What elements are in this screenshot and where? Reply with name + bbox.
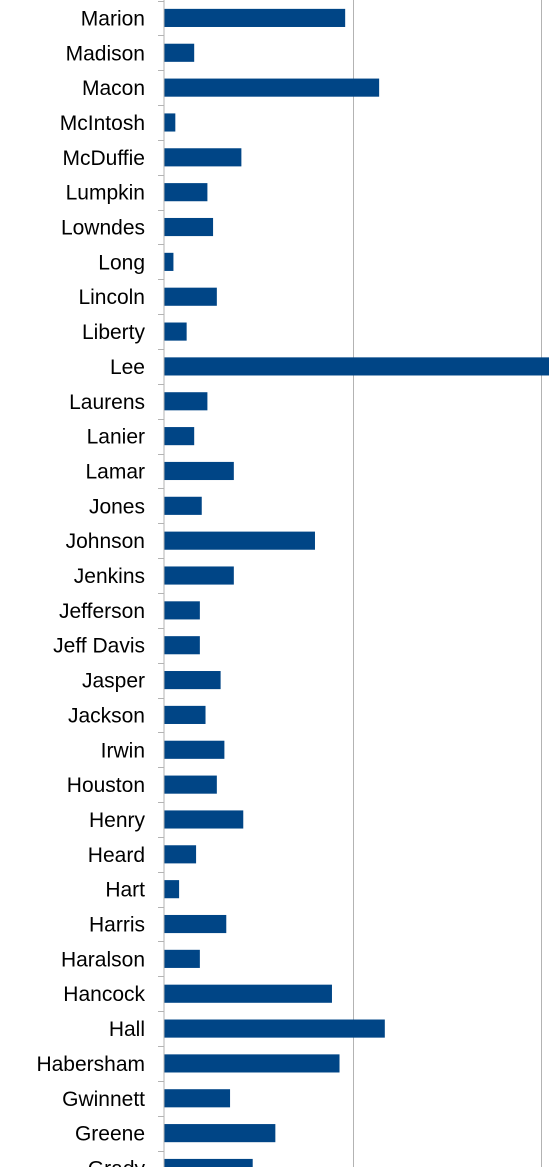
bar-lumpkin — [164, 183, 208, 202]
category-label: Jenkins — [74, 565, 145, 588]
category-label: Lumpkin — [66, 182, 145, 205]
bar-macon — [164, 78, 380, 97]
category-label: Johnson — [66, 530, 145, 553]
bar-habersham — [164, 1054, 340, 1073]
bar-mcintosh — [164, 113, 176, 132]
bar-jackson — [164, 705, 206, 724]
category-label: Hancock — [63, 983, 145, 1006]
category-label: Habersham — [36, 1053, 145, 1076]
category-label: Lowndes — [61, 217, 145, 240]
bar-greene — [164, 1124, 276, 1143]
category-label: McIntosh — [60, 112, 145, 135]
bar-long — [164, 252, 174, 271]
bar-hart — [164, 880, 180, 899]
category-label: Jones — [89, 495, 145, 518]
bar-madison — [164, 43, 195, 62]
bar-houston — [164, 775, 217, 794]
bar-lamar — [164, 461, 234, 481]
bar-jones — [164, 496, 202, 515]
bar-irwin — [164, 740, 225, 759]
category-label: Heard — [88, 844, 145, 867]
bar-johnson — [164, 531, 315, 550]
bar-jeff-davis — [164, 636, 200, 655]
category-label: Lee — [110, 356, 145, 379]
bar-hall — [164, 1019, 385, 1038]
gridlines — [353, 0, 542, 1167]
bar-grady — [164, 1158, 253, 1167]
category-label: Long — [98, 251, 145, 274]
bar-lanier — [164, 427, 195, 446]
category-labels: Marion Madison Macon McIntosh McDuffie Lumpki… — [36, 7, 145, 1167]
category-label: Jefferson — [59, 600, 145, 623]
bar-heard — [164, 845, 197, 864]
category-label: Madison — [66, 42, 145, 65]
category-label: Grady — [88, 1157, 146, 1167]
category-label: Laurens — [69, 391, 145, 414]
bar-haralson — [164, 949, 200, 968]
bar-harris — [164, 914, 227, 934]
category-label: Irwin — [101, 739, 145, 762]
bar-jasper — [164, 671, 221, 690]
bar-lowndes — [164, 217, 214, 237]
category-label: Jeff Davis — [53, 635, 145, 658]
category-label: Hart — [105, 879, 145, 902]
y-axis-ticks — [158, 1, 164, 1152]
bar-henry — [164, 810, 244, 829]
bar-marion — [164, 8, 346, 27]
category-label: McDuffie — [63, 147, 145, 170]
bar-liberty — [164, 322, 187, 341]
category-label: Gwinnett — [62, 1088, 145, 1111]
bar-lee — [164, 357, 549, 376]
category-label: Marion — [81, 7, 145, 30]
bars — [164, 8, 549, 1167]
category-label: Houston — [67, 774, 145, 797]
bar-lincoln — [164, 287, 217, 306]
category-label: Harris — [89, 914, 145, 937]
bar-gwinnett — [164, 1089, 231, 1108]
category-label: Hall — [109, 1018, 145, 1041]
category-label: Jasper — [82, 670, 145, 693]
category-label: Macon — [82, 77, 145, 100]
category-label: Lincoln — [78, 286, 145, 309]
category-label: Greene — [75, 1123, 145, 1146]
bar-jefferson — [164, 601, 200, 620]
bar-laurens — [164, 392, 208, 411]
bar-jenkins — [164, 566, 234, 585]
bar-mcduffie — [164, 148, 242, 167]
category-label: Jackson — [68, 704, 145, 727]
category-label: Lamar — [85, 460, 145, 483]
category-label: Liberty — [82, 321, 146, 344]
category-label: Lanier — [87, 426, 145, 449]
category-label: Haralson — [61, 948, 145, 971]
bar-hancock — [164, 984, 332, 1003]
category-label: Henry — [89, 809, 146, 832]
